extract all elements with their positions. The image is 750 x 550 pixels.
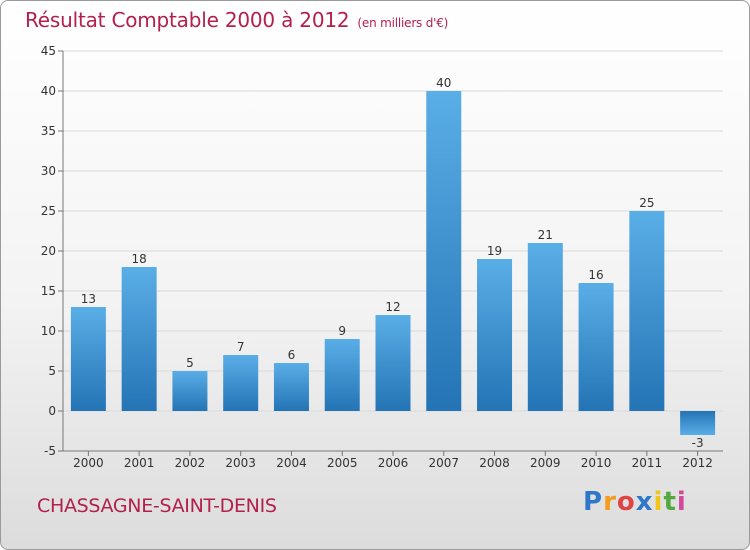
- data-label: 13: [81, 292, 96, 306]
- x-tick-label: 2004: [276, 456, 307, 470]
- y-tick-label: -5: [44, 444, 56, 458]
- data-label: 21: [538, 228, 553, 242]
- y-tick-label: 0: [48, 404, 56, 418]
- data-label: 16: [588, 268, 603, 282]
- logo-letter: r: [603, 487, 617, 517]
- data-label: 25: [639, 196, 654, 210]
- chart-title-text: Résultat Comptable 2000 à 2012: [25, 8, 350, 32]
- y-tick-label: 25: [41, 204, 56, 218]
- bar: [273, 363, 309, 411]
- logo-letter: o: [616, 487, 636, 517]
- data-label: 9: [338, 324, 346, 338]
- data-label: 18: [132, 252, 147, 266]
- x-tick-label: 2003: [225, 456, 256, 470]
- data-label: -3: [692, 436, 704, 450]
- axes: -5 0 5 10 15 20 25 30 35 40 45 2000 2001 2002 2003 2004…: [41, 44, 723, 470]
- value-labels: 13 18 5 7 6 9 12 40 19 21 16 25 -3: [81, 76, 704, 450]
- logo-letter: t: [663, 487, 677, 517]
- bar: [324, 339, 360, 411]
- chart-title: Résultat Comptable 2000 à 2012 (en millie…: [25, 8, 448, 32]
- chart-subtitle: (en milliers d'€): [357, 16, 449, 30]
- x-tick-label: 2000: [73, 456, 104, 470]
- bar: [223, 355, 259, 411]
- bar: [477, 259, 513, 411]
- y-tick-label: 15: [41, 284, 56, 298]
- x-tick-label: 2006: [378, 456, 409, 470]
- y-tick-label: 5: [48, 364, 56, 378]
- data-label: 40: [436, 76, 451, 90]
- bars: [70, 91, 716, 435]
- y-tick-label: 20: [41, 244, 56, 258]
- y-tick-label: 35: [41, 124, 56, 138]
- y-tick-label: 10: [41, 324, 56, 338]
- x-tick-label: 2009: [530, 456, 561, 470]
- bar: [680, 411, 716, 435]
- x-tick-label: 2002: [175, 456, 206, 470]
- commune-name: CHASSAGNE-SAINT-DENIS: [37, 495, 277, 517]
- data-label: 6: [288, 348, 296, 362]
- bar: [121, 267, 157, 411]
- y-tick-label: 40: [41, 84, 56, 98]
- logo-letter: i: [676, 487, 687, 517]
- x-tick-label: 2008: [479, 456, 510, 470]
- bar: [527, 243, 563, 411]
- bar: [629, 211, 665, 411]
- data-label: 19: [487, 244, 502, 258]
- y-tick-label: 45: [41, 44, 56, 58]
- y-tick-label: 30: [41, 164, 56, 178]
- bar: [70, 307, 106, 411]
- bar: [375, 315, 411, 411]
- logo-letter: x: [635, 487, 654, 517]
- bar: [172, 371, 208, 411]
- logo-letter: i: [653, 487, 664, 517]
- data-label: 7: [237, 340, 245, 354]
- x-tick-label: 2007: [428, 456, 459, 470]
- bar: [578, 283, 614, 411]
- data-label: 5: [186, 356, 194, 370]
- bar: [426, 91, 462, 411]
- x-tick-label: 2001: [124, 456, 155, 470]
- x-tick-label: 2011: [632, 456, 663, 470]
- data-label: 12: [385, 300, 400, 314]
- logo-letter: P: [583, 487, 604, 517]
- proxiti-logo: Proxiti: [583, 487, 687, 517]
- x-tick-label: 2005: [327, 456, 358, 470]
- x-tick-label: 2012: [682, 456, 713, 470]
- x-tick-label: 2010: [581, 456, 612, 470]
